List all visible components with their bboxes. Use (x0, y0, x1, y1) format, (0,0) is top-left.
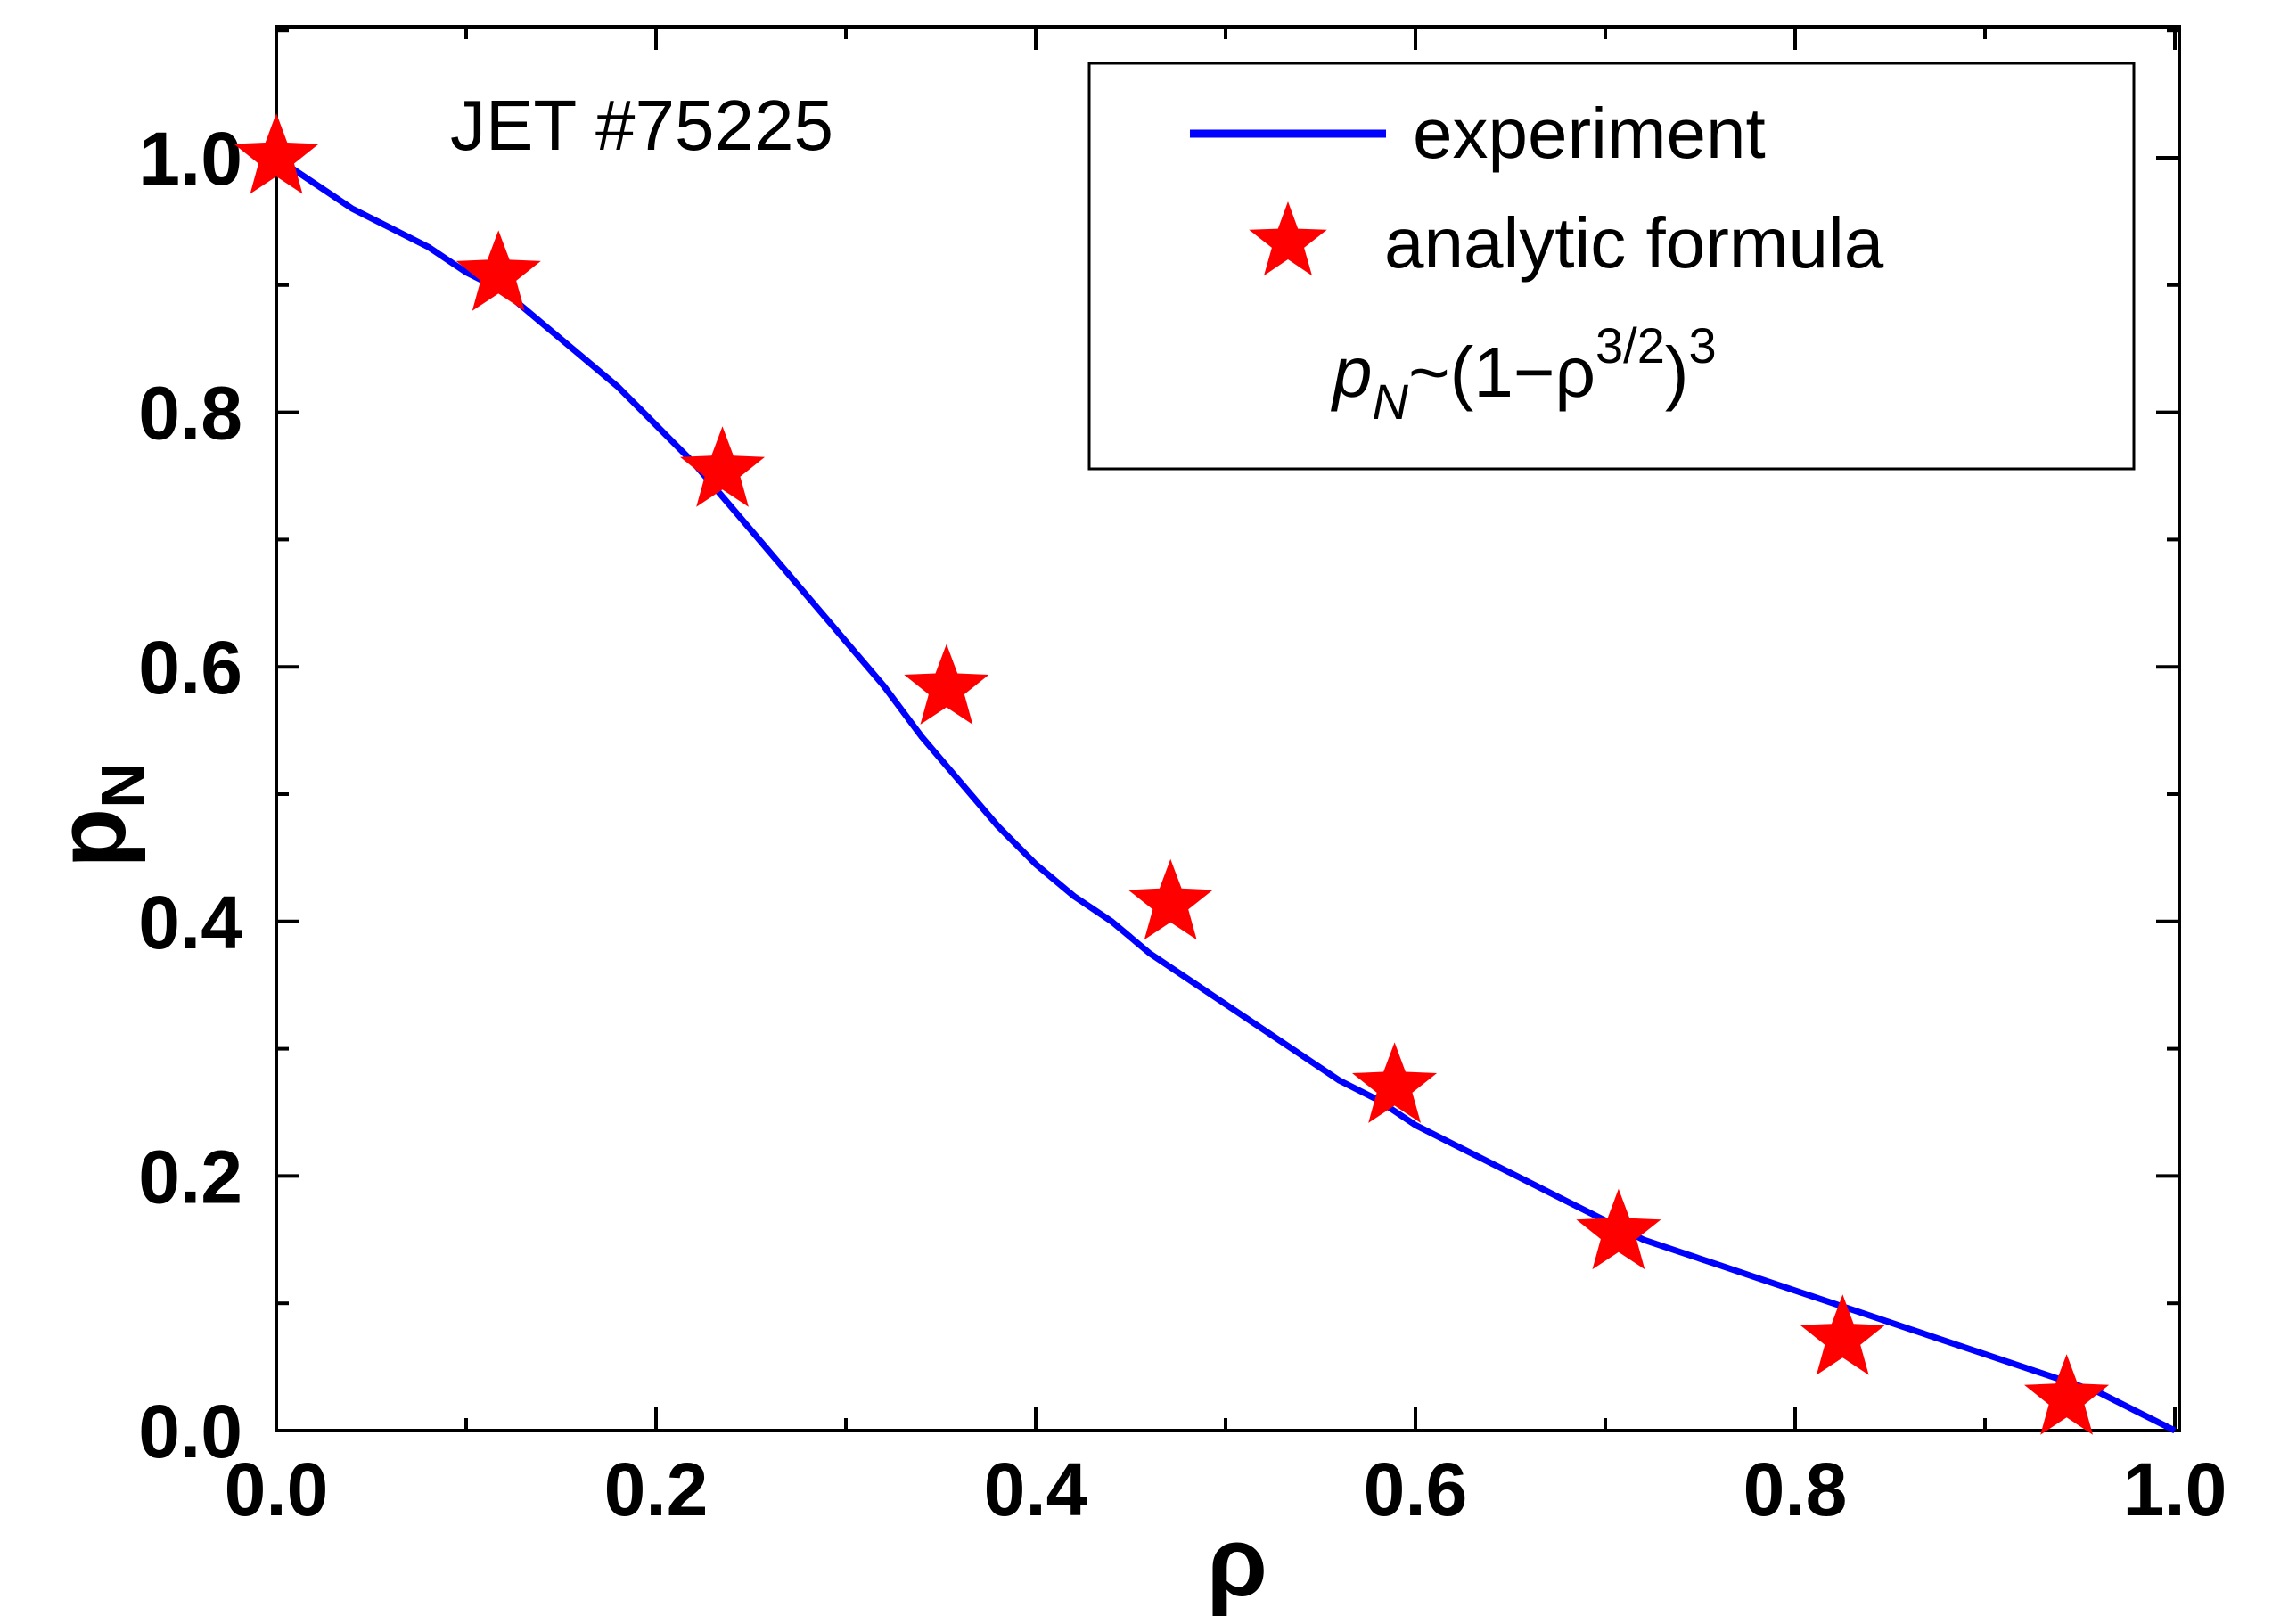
analytic-star-point (1800, 1294, 1885, 1375)
formula-close: ) (1665, 332, 1689, 412)
legend-star-swatch (1249, 201, 1327, 276)
analytic-star-point (455, 230, 541, 311)
tick-labels: 0.0 0.2 0.4 0.6 0.8 1.0 0.0 0.2 0.4 0.6 0.8 1.0 (138, 117, 2227, 1531)
x-tick-label: 1.0 (2123, 1448, 2227, 1531)
x-axis-title: ρ (1207, 1507, 1267, 1617)
y-axis-title-subscript: N (88, 763, 158, 808)
y-axis-title: pN (37, 763, 158, 868)
x-tick-label: 0.8 (1743, 1448, 1848, 1531)
y-axis-title-base: p (37, 808, 146, 868)
series (234, 113, 2177, 1435)
annotation-label: JET #75225 (450, 86, 833, 165)
x-tick-label: 0.6 (1364, 1448, 1468, 1531)
legend: experiment analytic formula pN~(1−ρ3/2)3 (1087, 62, 2136, 471)
legend-formula: pN~(1−ρ3/2)3 (1331, 317, 1717, 430)
legend-label-experiment: experiment (1413, 94, 1766, 173)
formula-sub: N (1373, 373, 1409, 430)
x-tick-label: 0.0 (225, 1448, 329, 1531)
x-tick-label: 0.4 (984, 1448, 1088, 1531)
formula-mid: ~(1−ρ (1408, 332, 1595, 412)
formula-sup2: 3 (1689, 317, 1717, 373)
analytic-star-point (1128, 858, 1213, 940)
y-tick-label: 0.4 (138, 881, 242, 964)
y-tick-label: 0.6 (138, 626, 242, 709)
legend-label-analytic: analytic formula (1384, 203, 1884, 283)
formula-sup1: 3/2 (1595, 317, 1665, 373)
analytic-star-point (1576, 1188, 1661, 1270)
tick-marks (275, 27, 2179, 1432)
x-tick-label: 0.2 (604, 1448, 709, 1531)
analytic-star-point (904, 644, 989, 725)
experiment-line (275, 155, 2177, 1434)
plot-frame (275, 25, 2181, 1432)
analytic-star-point (2024, 1354, 2110, 1435)
y-tick-label: 0.8 (138, 372, 242, 455)
analytic-star-point (1352, 1042, 1438, 1123)
analytic-star-point (234, 113, 319, 194)
formula-p: p (1331, 332, 1373, 412)
analytic-star-point (680, 426, 766, 507)
y-tick-label: 0.0 (138, 1390, 242, 1473)
axes (275, 25, 2181, 1432)
y-tick-label: 0.2 (138, 1135, 242, 1218)
y-tick-label: 1.0 (138, 117, 242, 201)
